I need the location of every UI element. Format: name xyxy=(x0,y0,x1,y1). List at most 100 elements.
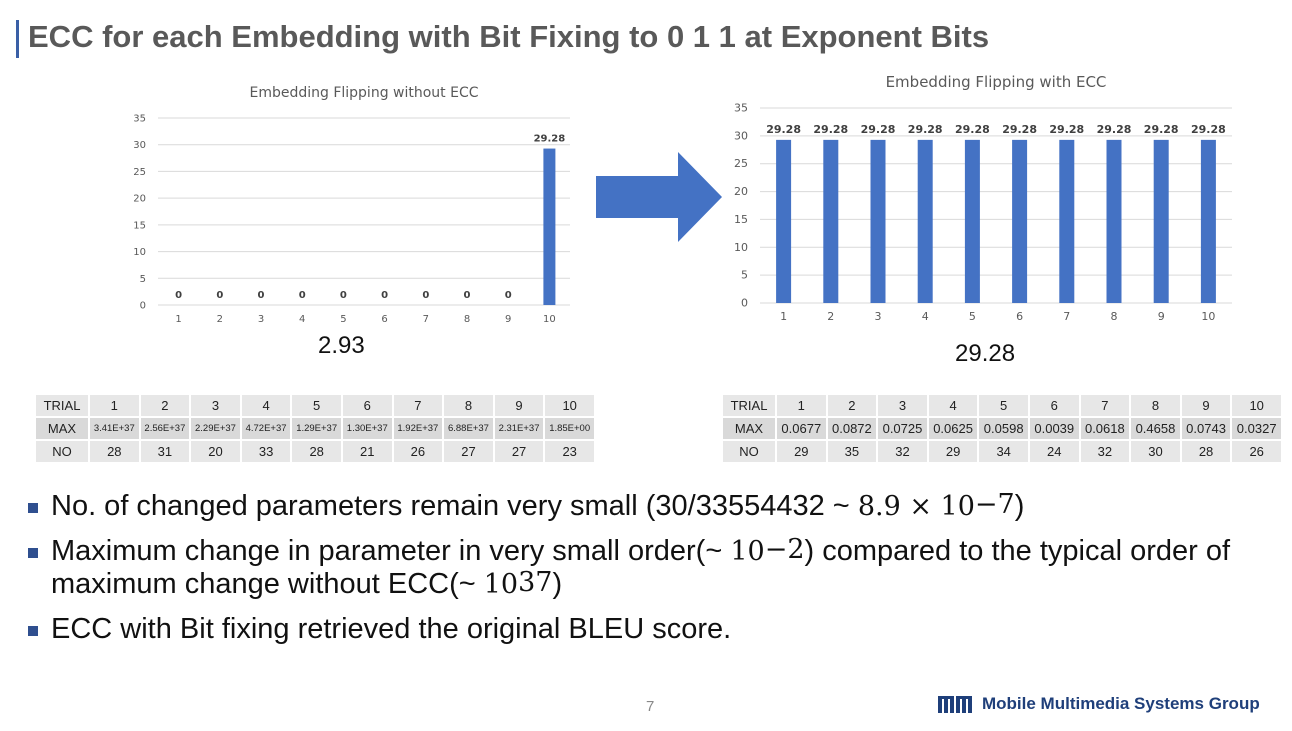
chart-2-xtick-label: 1 xyxy=(780,310,787,323)
chart-2-xtick-label: 3 xyxy=(875,310,882,323)
page-number: 7 xyxy=(646,698,655,715)
chart-1-data-label: 29.28 xyxy=(534,134,566,145)
chart-1-ytick-label: 10 xyxy=(133,247,146,258)
chart-2-data-label: 29.28 xyxy=(813,123,848,136)
table-cell: 5 xyxy=(290,393,343,418)
table-cell: 10 xyxy=(543,393,596,418)
table-cell: 2 xyxy=(138,393,192,418)
chart-without-ecc-svg: Embedding Flipping without ECC0510152025… xyxy=(133,85,570,325)
bullet-1-exponent: −7 xyxy=(974,489,1015,520)
chart-2-xtick-label: 6 xyxy=(1016,310,1023,323)
chart-1-ytick-label: 20 xyxy=(133,194,146,205)
table-row-header: TRIAL xyxy=(34,393,90,418)
chart-2-data-label: 29.28 xyxy=(1049,123,1084,136)
chart-1-xtick-label: 3 xyxy=(258,314,264,325)
table-cell: 32 xyxy=(876,439,929,464)
table-row: MAX 3.41E+37 2.56E+37 2.29E+37 4.72E+37 1.29E… xyxy=(34,416,596,441)
table-cell: 28 xyxy=(88,439,141,464)
table-cell: 34 xyxy=(977,439,1030,464)
table-cell: 8 xyxy=(442,393,495,418)
chart-2-bar xyxy=(1106,139,1122,303)
table-cell: 28 xyxy=(1179,439,1233,464)
chart-1-bar xyxy=(543,148,556,305)
table-cell: 2.31E+37 xyxy=(492,416,546,441)
chart-2-bar xyxy=(1059,139,1075,303)
chart-2-xtick-label: 9 xyxy=(1158,310,1165,323)
chart-2-bar xyxy=(1200,139,1216,303)
bullet-item-changed-params: No. of changed parameters remain very sm… xyxy=(26,489,1276,523)
table-cell: 27 xyxy=(492,439,546,464)
table-cell: 35 xyxy=(825,439,879,464)
table-cell: 21 xyxy=(340,439,394,464)
chart-2-ytick-label: 15 xyxy=(734,213,748,226)
chart-without-ecc: Embedding Flipping without ECC 0 5 10 15 20 25… xyxy=(110,78,590,334)
table-row-header: MAX xyxy=(721,416,777,441)
table-cell: 1.92E+37 xyxy=(391,416,445,441)
bullet-2-middle: ) compared to the typical order of maxim… xyxy=(51,535,1231,600)
table-cell: 3 xyxy=(189,393,242,418)
chart-1-ytick-label: 30 xyxy=(133,140,146,151)
chart-2-ytick-label: 35 xyxy=(734,102,748,115)
table-cell: 3.41E+37 xyxy=(88,416,141,441)
table-cell: 1 xyxy=(775,393,828,418)
table-cell: 0.0039 xyxy=(1027,416,1081,441)
table-cell: 7 xyxy=(1078,393,1132,418)
table-row: TRIAL 1 2 3 4 5 6 7 8 9 10 xyxy=(34,393,596,418)
table-cell: 26 xyxy=(1230,439,1283,464)
table-row-header: NO xyxy=(721,439,777,464)
bullet-2-exponent-2: 37 xyxy=(518,567,553,598)
chart-1-xtick-label: 7 xyxy=(423,314,429,325)
chart-1-xtick-label: 6 xyxy=(381,314,387,325)
chart-2-bar xyxy=(917,139,933,303)
table-cell: 29 xyxy=(926,439,980,464)
bullet-3-text: ECC with Bit fixing retrieved the origin… xyxy=(51,613,732,645)
table-row: TRIAL 1 2 3 4 5 6 7 8 9 10 xyxy=(721,393,1283,418)
bullet-square-icon xyxy=(28,548,38,558)
chart-2-data-label: 29.28 xyxy=(1144,123,1179,136)
chart-2-xtick-label: 10 xyxy=(1201,310,1215,323)
chart-2-ytick-label: 25 xyxy=(734,157,748,170)
mms-logo-icon xyxy=(938,696,972,713)
caption-left-score: 2.93 xyxy=(318,332,365,359)
chart-2-data-label: 29.28 xyxy=(1191,123,1226,136)
table-cell: 0.0327 xyxy=(1230,416,1283,441)
table-cell: 4 xyxy=(239,393,293,418)
chart-2-data-label: 29.28 xyxy=(955,123,990,136)
chart-1-xtick-label: 2 xyxy=(217,314,223,325)
slide-title: ECC for each Embedding with Bit Fixing t… xyxy=(28,19,990,54)
right-arrow-icon xyxy=(596,152,722,242)
table-row: MAX 0.0677 0.0872 0.0725 0.0625 0.0598 0.0039 0… xyxy=(721,416,1283,441)
chart-1-ytick-label: 5 xyxy=(140,274,146,285)
chart-1-data-label: 0 xyxy=(258,290,265,301)
chart-2-xtick-label: 8 xyxy=(1111,310,1118,323)
chart-1-xtick-label: 9 xyxy=(505,314,511,325)
table-row-header: TRIAL xyxy=(721,393,777,418)
bullet-2-exponent: −2 xyxy=(764,534,805,565)
table-cell: 8 xyxy=(1129,393,1182,418)
table-cell: 0.0743 xyxy=(1179,416,1233,441)
chart-1-xtick-label: 10 xyxy=(543,314,556,325)
bullet-item-bleu: ECC with Bit fixing retrieved the origin… xyxy=(26,613,1276,646)
table-cell: 30 xyxy=(1129,439,1182,464)
bullet-item-max-change: Maximum change in parameter in very smal… xyxy=(26,534,1276,601)
table-row: NO 29 35 32 29 34 24 32 30 28 26 xyxy=(721,439,1283,464)
table-cell: 2.29E+37 xyxy=(189,416,242,441)
chart-1-data-label: 0 xyxy=(340,290,347,301)
table-cell: 33 xyxy=(239,439,293,464)
chart-2-bar xyxy=(776,139,792,303)
bullet-1-math: 8.9 × 10 xyxy=(857,491,975,522)
table-cell: 29 xyxy=(775,439,828,464)
table-cell: 28 xyxy=(290,439,343,464)
table-cell: 6.88E+37 xyxy=(442,416,495,441)
bullet-1-end: ) xyxy=(1014,490,1025,522)
table-cell: 0.0677 xyxy=(775,416,828,441)
table-row: NO 28 31 20 33 28 21 26 27 27 23 xyxy=(34,439,596,464)
table-cell: 2.56E+37 xyxy=(138,416,192,441)
table-cell: 31 xyxy=(138,439,192,464)
table-cell: 24 xyxy=(1027,439,1081,464)
chart-with-ecc: Embedding Flipping with ECC 0 5 10 15 20 25 30 3… xyxy=(720,66,1240,328)
chart-1-xtick-label: 1 xyxy=(175,314,181,325)
chart-2-data-label: 29.28 xyxy=(766,123,801,136)
table-cell: 10 xyxy=(1230,393,1283,418)
chart-2-xtick-label: 4 xyxy=(922,310,929,323)
